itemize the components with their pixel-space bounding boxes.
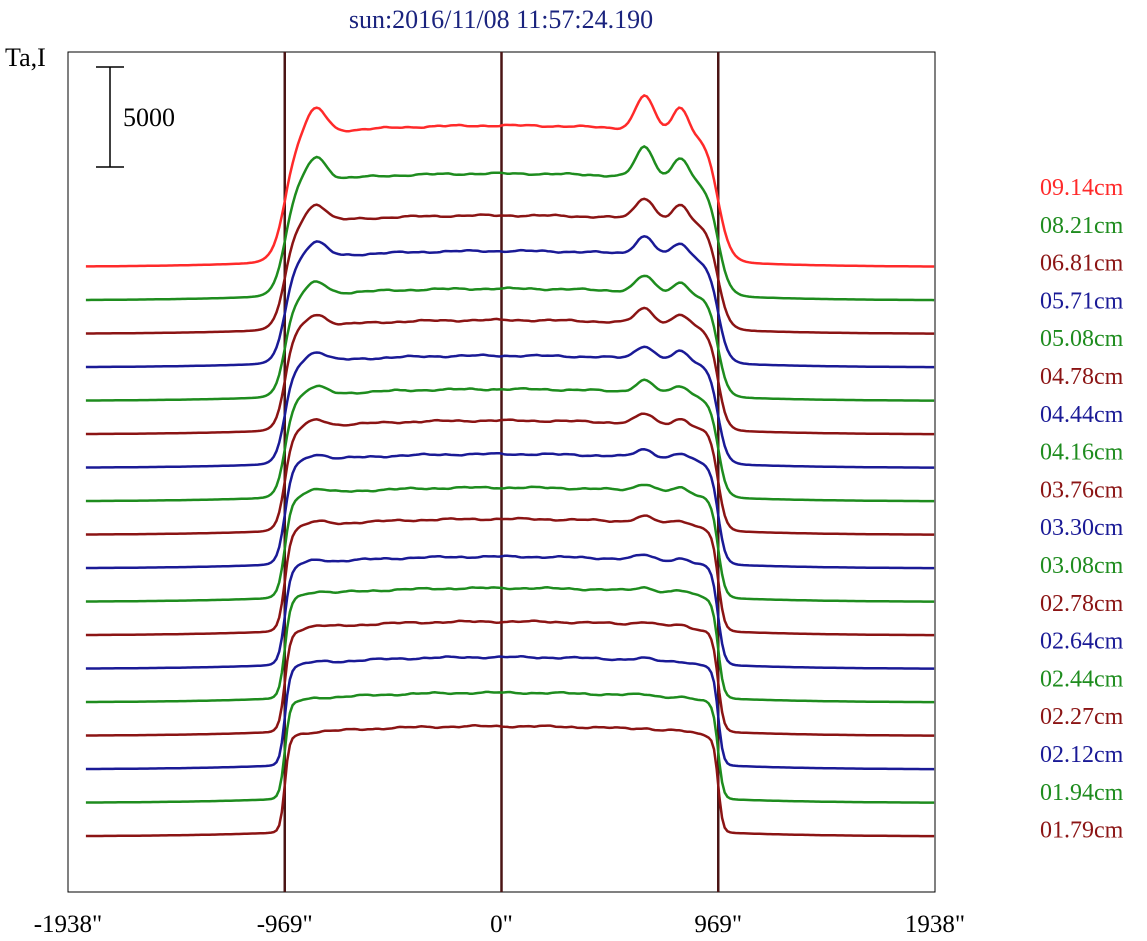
legend: 09.14cm 08.21cm 06.81cm 05.71cm 05.08cm 04.78…	[1040, 175, 1124, 844]
legend-entry: 03.30cm	[1040, 515, 1124, 541]
legend-entry: 09.14cm	[1040, 175, 1124, 201]
series-line-05.08cm	[85, 274, 935, 402]
series-line-02.12cm	[85, 654, 935, 771]
series-line-02.64cm	[85, 553, 935, 670]
series-line-02.44cm	[85, 586, 935, 704]
series-line-02.27cm	[85, 619, 935, 737]
scale-bar: 5000	[96, 66, 175, 168]
legend-entry: 01.79cm	[1040, 818, 1124, 844]
legend-entry: 05.71cm	[1040, 288, 1124, 314]
legend-entry: 01.94cm	[1040, 780, 1124, 806]
legend-entry: 02.64cm	[1040, 629, 1124, 655]
legend-entry: 02.78cm	[1040, 591, 1124, 617]
x-tick-label: 0"	[490, 911, 513, 938]
legend-entry: 04.44cm	[1040, 402, 1124, 428]
series-line-02.78cm	[85, 514, 935, 637]
legend-entry: 08.21cm	[1040, 213, 1124, 239]
x-tick-label: 969"	[694, 911, 742, 938]
x-tick-label: -1938"	[34, 911, 103, 938]
legend-entry: 03.08cm	[1040, 553, 1124, 579]
legend-entry: 05.08cm	[1040, 326, 1124, 352]
chart-title: sun:2016/11/08 11:57:24.190	[349, 5, 653, 34]
series-line-03.76cm	[85, 412, 935, 536]
series-line-03.30cm	[85, 448, 935, 570]
series-line-01.79cm	[85, 723, 935, 838]
legend-entry: 02.44cm	[1040, 666, 1124, 692]
series-line-06.81cm	[85, 197, 935, 335]
series-lines	[85, 93, 935, 838]
legend-entry: 03.76cm	[1040, 477, 1124, 503]
series-line-04.16cm	[85, 378, 935, 503]
series-line-04.78cm	[85, 306, 935, 436]
x-tick-labels: -1938" -969" 0" 969" 1938"	[34, 911, 965, 938]
legend-entry: 06.81cm	[1040, 251, 1124, 277]
legend-entry: 04.16cm	[1040, 440, 1124, 466]
x-tick-label: 1938"	[905, 911, 965, 938]
x-tick-label: -969"	[257, 911, 313, 938]
legend-entry: 02.12cm	[1040, 742, 1124, 768]
series-line-08.21cm	[85, 144, 935, 302]
series-line-03.08cm	[85, 483, 935, 603]
series-line-01.94cm	[85, 690, 935, 804]
legend-entry: 04.78cm	[1040, 364, 1124, 390]
series-line-09.14cm	[85, 93, 935, 268]
scale-bar-label: 5000	[123, 103, 175, 132]
series-line-05.71cm	[85, 235, 935, 369]
series-line-04.44cm	[85, 345, 935, 469]
legend-entry: 02.27cm	[1040, 704, 1124, 730]
y-axis-label: Ta,I	[5, 43, 46, 72]
